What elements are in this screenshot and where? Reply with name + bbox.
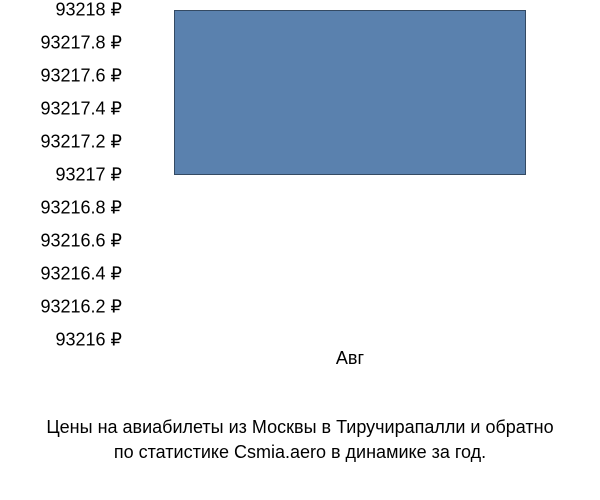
x-tick-label: Авг (336, 348, 364, 369)
y-tick-label: 93216.8 ₽ (40, 198, 122, 219)
caption-line-1: Цены на авиабилеты из Москвы в Тиручирап… (0, 415, 600, 440)
y-tick-label: 93218 ₽ (55, 0, 122, 21)
y-tick-label: 93216 ₽ (55, 330, 122, 351)
y-tick-label: 93216.4 ₽ (40, 264, 122, 285)
y-tick-label: 93217 ₽ (55, 165, 122, 186)
y-tick-label: 93217.4 ₽ (40, 99, 122, 120)
price-chart: 93218 ₽93217.8 ₽93217.6 ₽93217.4 ₽93217.… (0, 10, 600, 410)
caption-line-2: по статистике Csmia.aero в динамике за г… (0, 440, 600, 465)
y-tick-label: 93216.2 ₽ (40, 297, 122, 318)
plot-area (130, 10, 570, 340)
bar (174, 10, 526, 175)
y-axis: 93218 ₽93217.8 ₽93217.6 ₽93217.4 ₽93217.… (0, 10, 130, 340)
chart-caption: Цены на авиабилеты из Москвы в Тиручирап… (0, 415, 600, 465)
y-tick-label: 93217.6 ₽ (40, 66, 122, 87)
y-tick-label: 93216.6 ₽ (40, 231, 122, 252)
y-tick-label: 93217.2 ₽ (40, 132, 122, 153)
y-tick-label: 93217.8 ₽ (40, 33, 122, 54)
